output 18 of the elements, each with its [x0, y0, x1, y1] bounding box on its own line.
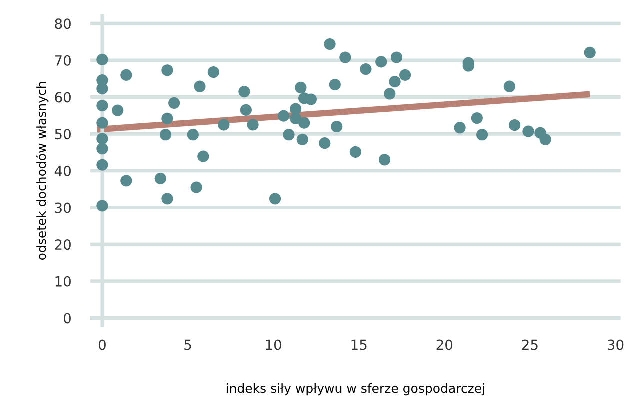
- y-tick-label: 80: [55, 18, 71, 30]
- x-tick-label: 25: [522, 340, 538, 350]
- y-tick-label: 50: [55, 129, 71, 140]
- x-tick-label: 0: [98, 340, 106, 350]
- x-tick-label: 20: [436, 340, 453, 350]
- x-tick-label: 30: [608, 340, 624, 350]
- y-tick-label: 20: [55, 240, 71, 250]
- y-tick-label: 40: [54, 166, 71, 176]
- x-tick-label: 10: [266, 340, 282, 350]
- y-tick-label: 10: [56, 276, 71, 287]
- x-tick-label: 15: [352, 340, 367, 350]
- y-tick-label: 60: [55, 92, 71, 103]
- x-axis-title: indeks siły wpływu w sferze gospodarczej: [226, 383, 484, 396]
- y-tick-label: 30: [55, 202, 71, 214]
- y-tick-label: 0: [64, 313, 71, 324]
- y-axis-title: odsetek dochodów własnych: [36, 82, 49, 260]
- y-tick-label: 70: [55, 55, 71, 66]
- x-tick-label: 5: [184, 340, 192, 350]
